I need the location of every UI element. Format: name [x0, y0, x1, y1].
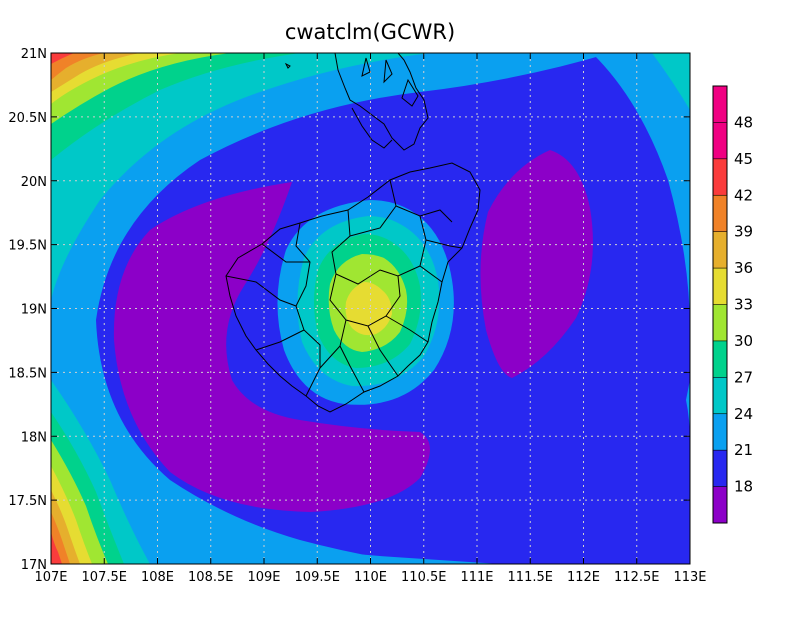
admin-boundary	[419, 215, 463, 267]
colorbar-label: 45	[734, 150, 753, 168]
y-tick-label: 20N	[21, 175, 47, 190]
colorbar-swatch	[713, 195, 727, 233]
colorbar-swatch	[713, 413, 727, 451]
contour-band-18	[480, 150, 593, 378]
contour-band-45	[51, 532, 62, 564]
x-tick-label: 113E	[673, 570, 706, 585]
x-tick-label: 110.5E	[401, 570, 446, 585]
admin-boundary	[255, 179, 453, 369]
colorbar: 48 45 42 39 36 33 30 27 24 21 18	[712, 85, 753, 524]
colorbar-swatch	[713, 86, 727, 123]
colorbar-label: 24	[734, 405, 753, 423]
admin-boundary	[225, 243, 310, 307]
colorbar-label: 27	[734, 368, 753, 386]
colorbar-swatch	[713, 486, 727, 524]
contour-band-24	[592, 53, 690, 330]
x-axis: 107E 107.5E 108E 108.5E 109E 109.5E 110E 110.5E…	[34, 53, 707, 585]
colorbar-label: 21	[734, 441, 753, 459]
contour-band-18	[141, 274, 246, 436]
colorbar-label: 33	[734, 296, 753, 314]
x-tick-label: 110E	[354, 570, 387, 585]
x-tick-label: 109E	[247, 570, 280, 585]
x-tick-label: 109.5E	[295, 570, 340, 585]
admin-boundary	[339, 315, 429, 393]
y-tick-label: 17.5N	[8, 494, 47, 509]
y-axis: 17N 17.5N 18N 18.5N 19N 19.5N 20N 20.5N 21N	[8, 47, 690, 573]
colorbar-swatch	[713, 377, 727, 415]
colorbar-label: 48	[734, 113, 753, 131]
colorbar-swatch	[713, 268, 727, 305]
x-tick-label: 111E	[460, 570, 493, 585]
y-tick-label: 20.5N	[8, 111, 47, 126]
contour-band-45	[51, 53, 74, 64]
x-tick-label: 111.5E	[508, 570, 553, 585]
colorbar-swatch	[713, 158, 727, 196]
x-tick-label: 107.5E	[82, 570, 127, 585]
colorbar-label: 18	[734, 478, 753, 496]
x-tick-label: 112.5E	[614, 570, 659, 585]
x-tick-label: 108E	[141, 570, 174, 585]
contour-band-27	[652, 53, 690, 110]
y-tick-label: 18.5N	[8, 366, 47, 381]
colorbar-label: 42	[734, 186, 753, 204]
contour-band-24	[210, 553, 500, 564]
colorbar-swatch	[713, 340, 727, 378]
colorbar-label: 30	[734, 332, 753, 350]
x-tick-label: 108.5E	[188, 570, 233, 585]
contour-band-24	[686, 380, 690, 440]
colorbar-label: 36	[734, 259, 753, 277]
coast-islet	[284, 62, 291, 69]
y-tick-label: 21N	[21, 47, 47, 62]
guangdong-coastline	[351, 57, 419, 149]
colorbar-swatch	[713, 231, 727, 269]
contour-band-27	[51, 53, 430, 300]
y-tick-label: 19N	[21, 303, 47, 318]
chart-title: cwatclm(GCWR)	[285, 20, 455, 44]
colorbar-swatch	[713, 450, 727, 488]
x-tick-label: 107E	[34, 570, 67, 585]
guangdong-coastline	[334, 53, 429, 151]
y-tick-label: 18N	[21, 430, 47, 445]
x-tick-label: 112E	[567, 570, 600, 585]
colorbar-swatch	[713, 122, 727, 160]
admin-boundary	[331, 209, 443, 285]
contour-band-42	[51, 53, 104, 80]
colorbar-label: 39	[734, 223, 753, 241]
colorbar-swatch	[713, 304, 727, 342]
contour-band-36	[345, 282, 392, 336]
y-tick-label: 19.5N	[8, 239, 47, 254]
y-tick-label: 17N	[21, 558, 47, 573]
coastline-overlay	[225, 53, 481, 413]
